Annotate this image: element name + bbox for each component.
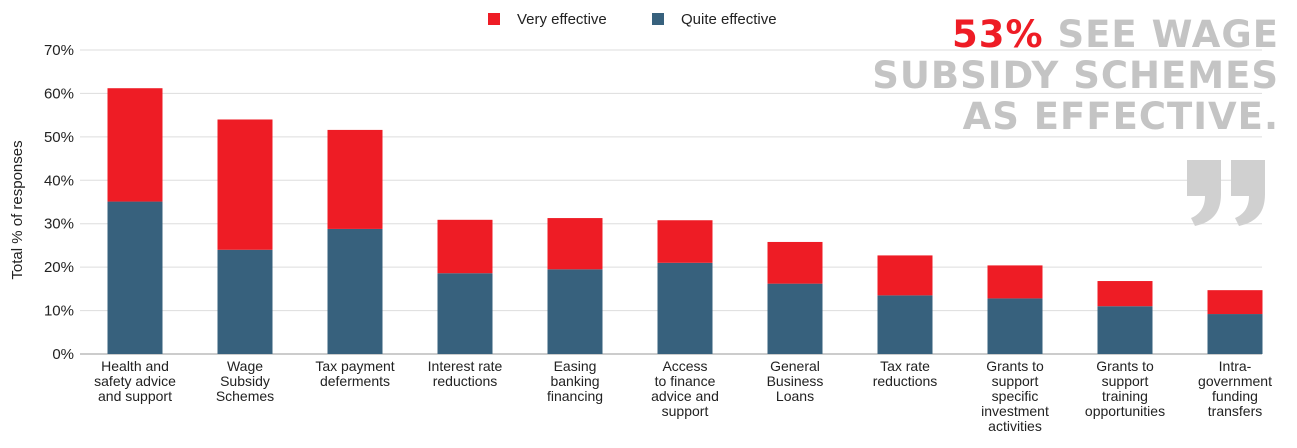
x-category-label-line: Intra- [1219,358,1252,374]
x-category-label-line: deferments [320,373,390,389]
x-category-label: Health and safety advice and support [94,358,176,404]
bars [107,88,1263,354]
x-category-label-line: investment [981,403,1049,419]
x-category-label: Interest rate reductions [428,358,503,389]
y-axis-label: Total % of responses [9,140,26,279]
y-tick-label: 40% [44,172,74,189]
callout-line-1: 53% SEE WAGE [872,14,1279,55]
x-category-label-line: support [662,403,709,419]
x-category-label-line: training [1102,388,1148,404]
bar-quite-effective [217,249,273,354]
x-category-label: Grants to support training opportunities [1085,358,1165,419]
x-category-label-line: Grants to [1096,358,1154,374]
x-category-label-line: funding [1212,388,1258,404]
x-category-label: Tax payment deferments [315,358,394,389]
x-category-label-line: safety advice [94,373,176,389]
x-category-label-line: Grants to [986,358,1044,374]
bar-quite-effective [987,298,1043,354]
x-category-label-line: Wage [227,358,263,374]
bar-very-effective [217,119,273,250]
callout-line-1-rest: SEE WAGE [1043,13,1279,56]
x-category-label-line: Loans [776,388,814,404]
x-category-label-line: General [770,358,820,374]
x-category-label: Grants to support specific investment activi… [981,358,1049,434]
callout-line-3: AS EFFECTIVE. [962,95,1279,138]
bar-very-effective [107,88,163,202]
x-category-label-line: reductions [433,373,498,389]
y-tick-label: 10% [44,303,74,320]
bar-very-effective [767,241,823,284]
bar-quite-effective [1097,306,1153,354]
bar-very-effective [1207,290,1263,315]
legend-label: Quite effective [681,11,777,28]
bar-very-effective [327,129,383,229]
x-category-label: Intra-government funding transfers [1198,358,1272,419]
y-tick-label: 0% [52,346,74,363]
y-tick-label: 30% [44,216,74,233]
bar-quite-effective [107,201,163,354]
x-category-label-line: specific [992,388,1039,404]
legend-swatch [488,13,500,25]
bar-very-effective [877,255,933,296]
bar-quite-effective [657,262,713,354]
x-category-label: Tax rate reductions [873,358,938,389]
bar-very-effective [987,265,1043,299]
bar-quite-effective [767,283,823,354]
callout-line-2: SUBSIDY SCHEMES [872,54,1279,97]
closing-quote-icon [1187,160,1265,226]
x-category-label-line: banking [550,373,599,389]
legend-swatch [652,13,664,25]
y-tick-label: 60% [44,85,74,102]
x-category-label-line: Tax payment [315,358,394,374]
y-tick-label: 20% [44,259,74,276]
bar-quite-effective [877,295,933,354]
y-tick-label: 50% [44,129,74,146]
x-category-label-line: advice and [651,388,719,404]
x-category-label-line: activities [988,418,1042,434]
x-category-label-line: transfers [1208,403,1262,419]
x-category-label-line: Access [662,358,707,374]
x-category-label-line: Health and [101,358,169,374]
x-category-label: General Business Loans [767,358,824,404]
x-category-label-line: to finance [655,373,716,389]
x-category-label-line: Schemes [216,388,274,404]
x-category-label-line: Easing [554,358,597,374]
x-category-label-line: financing [547,388,603,404]
x-category-label-line: Interest rate [428,358,503,374]
x-category-label: Access to finance advice and support [651,358,719,419]
x-category-label: Easing banking financing [547,358,603,404]
bar-very-effective [547,218,603,270]
bar-quite-effective [547,269,603,354]
bar-quite-effective [437,273,493,354]
x-category-label-line: Business [767,373,824,389]
legend: Very effective Quite effective [488,11,777,28]
bar-very-effective [437,219,493,274]
bar-very-effective [1097,281,1153,307]
x-category-label-line: Tax rate [880,358,930,374]
x-category-label-line: support [992,373,1039,389]
x-category-label-line: government [1198,373,1272,389]
x-category-label: Wage Subsidy Schemes [216,358,274,404]
y-axis-ticks: 0% 10% 20% 30% 40% 50% 60% 70% [44,42,74,363]
legend-label: Very effective [517,11,607,28]
x-category-label-line: reductions [873,373,938,389]
callout-highlight: 53% [952,13,1044,56]
y-tick-label: 70% [44,42,74,59]
x-category-label-line: and support [98,388,172,404]
x-category-label-line: Subsidy [220,373,270,389]
headline-callout: 53% SEE WAGE SUBSIDY SCHEMES AS EFFECTIV… [872,14,1279,137]
bar-quite-effective [1207,314,1263,354]
category-labels: Health and safety advice and support Wage Su… [94,358,1272,434]
x-category-label-line: support [1102,373,1149,389]
x-category-label-line: opportunities [1085,403,1165,419]
bar-very-effective [657,220,713,263]
bar-quite-effective [327,228,383,354]
